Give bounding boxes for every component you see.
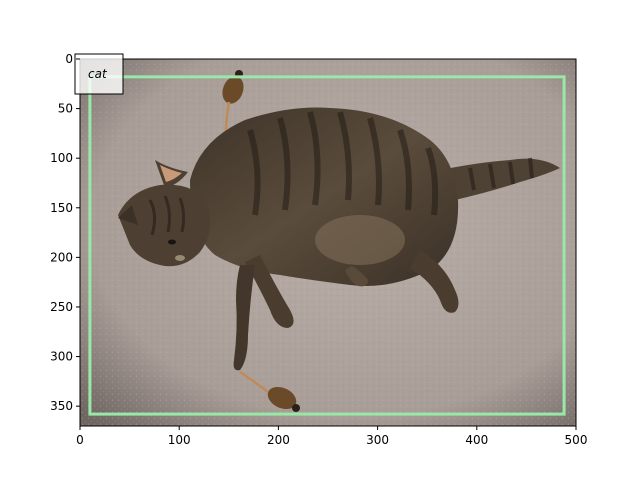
y-axis: 0 50 100 150 200 250 300 350 bbox=[50, 52, 80, 413]
cat-bounding-box bbox=[88, 75, 566, 416]
x-tick-label: 100 bbox=[168, 433, 191, 447]
cat-hind-leg-2 bbox=[345, 266, 368, 287]
cat-hind-leg-1 bbox=[410, 250, 459, 313]
cat-front-leg-1 bbox=[245, 255, 294, 328]
x-tick-label: 500 bbox=[565, 433, 588, 447]
y-tick-label: 200 bbox=[50, 250, 73, 264]
cat-head bbox=[118, 160, 211, 267]
y-tick-label: 250 bbox=[50, 300, 73, 314]
axes-frame bbox=[79, 58, 577, 427]
detection-label: cat bbox=[88, 67, 108, 81]
fur-stripes bbox=[247, 111, 439, 216]
cat-photo bbox=[80, 59, 576, 426]
x-axis: 0 100 200 300 400 500 bbox=[76, 426, 587, 447]
x-tick-label: 200 bbox=[267, 433, 290, 447]
toy-mouse-bottom bbox=[239, 370, 300, 412]
cat-front-leg-2 bbox=[233, 265, 255, 371]
y-tick-label: 300 bbox=[50, 350, 73, 364]
x-tick-label: 0 bbox=[76, 433, 84, 447]
y-tick-label: 150 bbox=[50, 201, 73, 215]
y-tick-label: 0 bbox=[65, 52, 73, 66]
x-tick-label: 400 bbox=[465, 433, 488, 447]
x-tick-label: 300 bbox=[366, 433, 389, 447]
detection-label-box: cat bbox=[74, 53, 124, 95]
y-tick-label: 350 bbox=[50, 399, 73, 413]
y-tick-label: 100 bbox=[50, 151, 73, 165]
y-tick-label: 50 bbox=[58, 102, 73, 116]
cat-belly bbox=[315, 215, 405, 265]
